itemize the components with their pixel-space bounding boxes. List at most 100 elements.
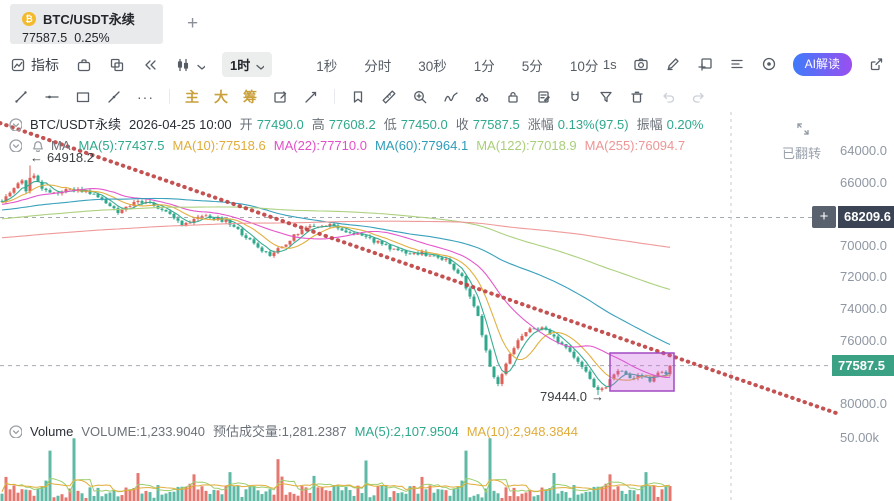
redo-icon [692,92,704,103]
funnel-icon [600,91,612,102]
axis-tick-label: 64000.0 [840,143,887,158]
candlestick-style-icon [177,58,189,71]
last-price-badge: 77587.5 [832,355,894,376]
undo-button[interactable] [660,89,676,105]
ma-legend: MA MA(5):77437.5 MA(10):77518.6 MA(22):7… [8,138,685,152]
ma-title: MA [51,137,71,153]
add-tab-button[interactable]: + [187,13,199,34]
briefcase-icon [77,58,91,71]
preferences-button[interactable] [761,56,777,72]
big-order-button[interactable]: 大 [214,88,228,105]
divider [169,89,170,104]
flip-restore-button[interactable] [795,121,810,136]
templates-button[interactable] [76,57,92,73]
alert-price-badge[interactable]: 68209.6 [838,206,894,228]
collapse-chevron-icon[interactable] [8,424,22,438]
main-toolbar: 指标 1时 1秒 分时 30秒 1分 5分 10分 1s [0,48,894,81]
trendline-tool-button[interactable] [13,89,29,105]
share-button[interactable] [868,56,884,72]
estimated-volume-value: 预估成交量:1,281.2387 [212,423,347,439]
low-label: 低 [383,116,397,132]
notes-button[interactable] [536,89,552,105]
target-icon [762,58,775,71]
layout-icon [110,58,124,71]
collapse-chevron-icon[interactable] [8,138,22,152]
delete-drawings-button[interactable] [629,89,645,105]
divider [334,89,335,104]
collapse-chevron-icon[interactable] [8,117,22,131]
magnet-button[interactable] [567,89,583,105]
close-label: 收 [455,116,469,132]
undo-icon [663,92,675,103]
lock-icon [508,91,518,103]
high-value: 77608.2 [328,116,376,132]
interval-timeshare[interactable]: 分时 [364,58,392,74]
chart-area[interactable]: BTC/USDT永续 2026-04-25 10:00 开 77490.0 高 77… [0,112,894,501]
edit-box-button[interactable] [272,89,288,105]
compare-layout-button[interactable] [109,57,125,73]
low-value: 77450.0 [400,116,448,132]
volume-ma5-value: MA(5):2,107.9504 [354,423,459,439]
replay-button[interactable] [142,57,158,73]
flipped-label: 已翻转 [781,146,821,161]
add-panel-button[interactable] [697,56,713,72]
zoom-in-button[interactable] [412,89,428,105]
candlestick-chart-canvas[interactable] [0,112,894,501]
interval-30s[interactable]: 30秒 [418,58,447,74]
pattern-tool-button[interactable] [474,89,490,105]
horizontal-ray-tool-button[interactable] [44,89,60,105]
interval-1m[interactable]: 1分 [473,58,495,74]
legend-datetime: 2026-04-25 10:00 [129,116,232,132]
drawing-toolbar: ··· 主 大 筹 [0,81,894,112]
chip-distribution-button[interactable]: 筹 [243,88,257,105]
axis-tick-label: 74000.0 [840,301,887,316]
redo-button[interactable] [691,89,707,105]
bookmark-icon [353,90,363,103]
selected-interval-button[interactable]: 1时 [222,52,273,77]
high-annotation: ← 64918.2 [30,150,94,165]
right-arrow-icon: → [591,389,604,404]
magnifier-plus-icon [414,90,427,103]
axis-tick-label: 66000.0 [840,175,887,190]
chart-style-button[interactable] [175,57,205,73]
high-label: 高 [311,116,325,132]
open-label: 开 [239,116,253,132]
interval-1s[interactable]: 1秒 [316,58,338,74]
filter-drawings-button[interactable] [598,89,614,105]
edit-box-icon [274,90,287,103]
signature-tool-button[interactable] [443,89,459,105]
corner-brackets-icon [797,123,809,135]
alert-bell-icon[interactable] [30,139,43,152]
interval-10m[interactable]: 10分 [569,58,599,74]
tab-change: 0.25% [74,31,110,45]
chart-settings-button[interactable] [729,56,745,72]
screenshot-button[interactable] [633,56,649,72]
note-edit-icon [538,90,550,103]
rewind-icon [145,59,156,70]
ai-analysis-button[interactable]: AI解读 [792,53,852,76]
left-arrow-icon: ← [30,150,43,165]
rectangle-tool-button[interactable] [75,89,91,105]
arrow-trend-button[interactable] [303,89,319,105]
more-tools-button[interactable]: ··· [137,88,154,105]
interval-5m[interactable]: 5分 [521,58,543,74]
bookmark-button[interactable] [350,89,366,105]
ohlc-legend: BTC/USDT永续 2026-04-25 10:00 开 77490.0 高 77… [8,117,703,131]
brush-line-icon [108,90,120,103]
ma10-legend: MA(10):77518.6 [172,137,266,153]
add-frame-icon [698,58,712,72]
signature-icon [444,91,458,102]
alert-add-button[interactable]: + [812,206,836,228]
edit-button[interactable] [665,56,681,72]
brush-tool-button[interactable] [106,89,122,105]
amplitude-label: 振幅 [636,116,663,132]
indicator-chart-icon [11,58,25,71]
lock-drawings-button[interactable] [505,89,521,105]
close-value: 77587.5 [472,116,520,132]
pattern-icon [475,92,489,102]
symbol-tab[interactable]: ₿ BTC/USDT永续 77587.5 0.25% [10,4,163,45]
measure-button[interactable] [381,89,397,105]
main-chart-button[interactable]: 主 [185,88,199,105]
indicators-button[interactable]: 指标 [10,55,59,75]
ma255-legend: MA(255):76094.7 [584,137,686,153]
